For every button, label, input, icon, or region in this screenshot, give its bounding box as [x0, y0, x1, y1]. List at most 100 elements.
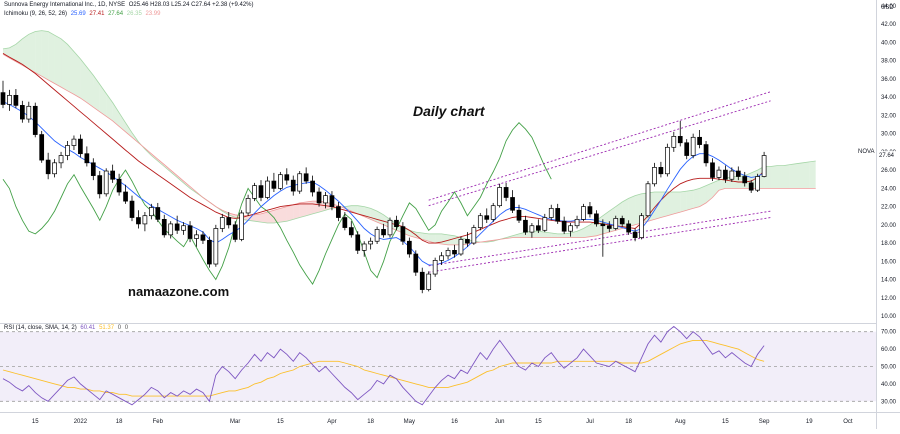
- candle-body: [735, 170, 741, 177]
- ichimoku-cloud-segment: [73, 51, 81, 99]
- time-tick-label: 18: [116, 419, 123, 425]
- ichimoku-cloud-segment: [286, 204, 294, 222]
- ichimoku-cloud-segment: [699, 185, 707, 207]
- symbol-line: Sunnova Energy International Inc., 1D, N…: [4, 2, 126, 8]
- candle-body: [316, 191, 322, 204]
- candle-body: [181, 225, 186, 231]
- ichimoku-cloud-segment: [293, 202, 300, 220]
- candle-body: [671, 136, 677, 148]
- candle-body: [452, 250, 457, 255]
- candle-body: [110, 170, 116, 180]
- candle-body: [587, 206, 593, 215]
- candle-body: [387, 219, 393, 236]
- candle-body: [336, 206, 341, 218]
- price-tick-label: 14.00: [881, 278, 897, 284]
- candle-body: [516, 209, 522, 221]
- ichimoku-cloud-segment: [693, 188, 700, 209]
- ohlc-values: O25.46 H28.03 L25.24 C27.64 +2.38 (+9.42…: [128, 2, 254, 8]
- candle-body: [90, 162, 96, 176]
- candle-body: [523, 219, 528, 233]
- ichimoku-cloud-segment: [319, 201, 326, 213]
- time-tick-label: 18: [625, 419, 632, 425]
- watermark-annotation: namaazone.com: [128, 284, 230, 299]
- price-tick-label: 40.00: [881, 40, 897, 46]
- candle-body: [394, 219, 399, 227]
- chikou-span-line: [2, 122, 552, 285]
- channel-line: [428, 217, 771, 273]
- price-tick-label: 26.00: [881, 168, 897, 174]
- price-tick-label: 10.00: [881, 314, 897, 320]
- ichimoku-cloud-segment: [125, 122, 132, 138]
- candle-body: [123, 191, 128, 202]
- candle-body: [548, 208, 554, 218]
- time-tick-label: 15: [32, 419, 39, 425]
- candle-body: [155, 207, 161, 220]
- ichimoku-cloud-segment: [112, 102, 120, 127]
- ichimoku-cloud-segment: [261, 212, 268, 223]
- candle-body: [626, 223, 632, 233]
- candle-body: [542, 217, 548, 231]
- candle-body: [529, 225, 535, 233]
- rsi-ma-line: [2, 339, 765, 397]
- rsi-legend[interactable]: RSI (14, close, SMA, 14, 2) 60.41 51.37 …: [4, 325, 130, 331]
- price-tick-label: 12.00: [881, 296, 897, 302]
- candle-body: [348, 227, 354, 236]
- ichimoku-cloud-segment: [15, 38, 23, 66]
- ichimoku-cloud-segment: [796, 162, 803, 189]
- ichimoku-cloud-segment: [557, 233, 565, 238]
- candle-body: [271, 180, 277, 189]
- candle-body: [232, 224, 238, 240]
- ichimoku-legend[interactable]: Ichimoku (9, 26, 52, 26) 25.69 27.41 27.…: [4, 11, 162, 17]
- time-tick-label: May: [404, 419, 415, 425]
- rsi-tick-label: 60.00: [881, 347, 897, 353]
- price-tick-label: 44.00: [881, 4, 897, 10]
- rsi-tick-label: 50.00: [881, 365, 897, 371]
- symbol-legend[interactable]: Sunnova Energy International Inc., 1D, N…: [4, 2, 256, 8]
- ichimoku-cloud-segment: [119, 112, 126, 132]
- ichimoku-cloud-segment: [718, 178, 726, 191]
- candle-body: [419, 271, 425, 290]
- ichimoku-cloud-segment: [660, 192, 668, 218]
- ichimoku-cloud-segment: [22, 34, 29, 69]
- pane-divider: [0, 323, 876, 324]
- price-tick-label: 24.00: [881, 186, 897, 192]
- ichimoku-cloud-segment: [93, 75, 100, 112]
- candle-body: [755, 176, 761, 191]
- price-tick-label: 18.00: [881, 241, 897, 247]
- candle-body: [290, 179, 296, 192]
- candle-body: [65, 145, 70, 156]
- ichimoku-cloud-segment: [531, 231, 539, 238]
- candle-body: [194, 234, 199, 239]
- ichimoku-cloud-segment: [248, 214, 255, 222]
- candle-body: [490, 205, 496, 220]
- price-axis-unit: USD: [881, 5, 894, 11]
- candle-body: [742, 176, 748, 184]
- ichimoku-cloud-segment: [267, 210, 274, 223]
- ichimoku-cloud-segment: [777, 165, 784, 189]
- candle-body: [71, 138, 77, 146]
- ichimoku-cloud-segment: [809, 161, 816, 189]
- candle-body: [213, 228, 219, 265]
- ichimoku-cloud-segment: [344, 205, 352, 212]
- candle-body: [439, 255, 444, 261]
- ichimoku-value: 23.99: [145, 11, 161, 17]
- candle-body: [426, 273, 432, 290]
- candle-body: [619, 218, 625, 225]
- candle-body: [20, 105, 25, 120]
- ichimoku-cloud-segment: [519, 232, 526, 238]
- ichimoku-cloud-segment: [48, 31, 55, 84]
- candle-body: [664, 146, 670, 175]
- ichimoku-cloud-segment: [67, 44, 74, 95]
- ichimoku-value: 27.64: [108, 11, 124, 17]
- candle-body: [310, 180, 315, 193]
- candle-body: [381, 229, 386, 236]
- candle-body: [658, 167, 664, 175]
- candle-body: [245, 198, 251, 214]
- candle-body: [555, 208, 561, 222]
- ichimoku-value: 25.69: [70, 11, 86, 17]
- candle-body: [149, 207, 154, 217]
- ichimoku-label: Ichimoku (9, 26, 52, 26): [4, 11, 68, 17]
- candle-body: [168, 223, 174, 236]
- candle-body: [58, 155, 64, 164]
